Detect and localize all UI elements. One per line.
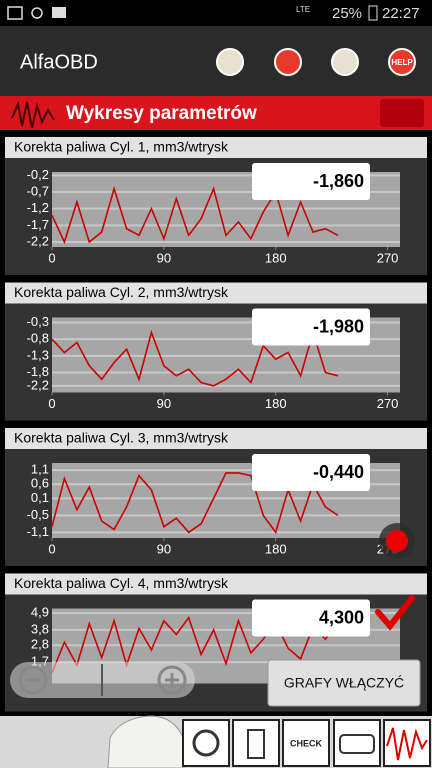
header-bar	[0, 96, 432, 130]
toolbar-icon[interactable]	[216, 48, 244, 76]
action-button[interactable]	[267, 659, 421, 707]
toolbar-icon[interactable]	[331, 48, 359, 76]
readout-value: -1,980	[313, 316, 364, 336]
header-button[interactable]	[380, 99, 424, 127]
x-tick-label: 90	[157, 396, 171, 411]
readout-value: 4,300	[319, 607, 364, 627]
status-bar	[0, 0, 432, 26]
y-tick-label: 4,9	[31, 605, 49, 620]
y-tick-label: 0,6	[31, 476, 49, 491]
chart-title-bar	[5, 428, 427, 449]
x-tick-label: 180	[265, 250, 287, 265]
record-dot	[386, 530, 408, 552]
toolbar-button[interactable]	[282, 719, 330, 767]
car-image	[107, 715, 185, 768]
battery-icon	[368, 5, 378, 21]
y-tick-label: -0,3	[27, 314, 49, 329]
readout-box	[252, 163, 370, 200]
zoom-in[interactable]	[157, 665, 187, 695]
y-tick-label: -0,2	[27, 167, 49, 182]
data-line	[51, 472, 339, 535]
toolbar-glyph	[386, 727, 428, 761]
header-title: Wykresy parametrów	[66, 103, 257, 124]
x-tick-label: 90	[157, 250, 171, 265]
zoom-out[interactable]	[18, 665, 48, 695]
readout-box	[252, 308, 370, 346]
readout-value: -1,860	[313, 171, 364, 191]
toolbar-glyph	[192, 729, 220, 757]
y-tick-label: -0,5	[27, 507, 49, 522]
battery-label: 25%	[332, 5, 362, 22]
toolbar-glyph	[247, 729, 265, 759]
y-tick-label: -1,2	[27, 200, 49, 215]
check-label: CHECK	[290, 738, 323, 748]
x-tick-label: 0	[48, 541, 55, 556]
x-tick-label: 0	[48, 396, 55, 411]
x-tick-label: 270	[377, 396, 399, 411]
y-tick-label: -1,7	[27, 217, 49, 232]
chart-title: Korekta paliwa Cyl. 2, mm3/wtrysk	[14, 284, 229, 300]
notif-icon	[31, 7, 43, 19]
y-tick-label: 1,1	[31, 462, 49, 477]
toolbar-button[interactable]	[232, 719, 280, 767]
readout-value: -0,440	[313, 462, 364, 482]
toolbar-button[interactable]	[182, 719, 230, 767]
chart-title-bar	[5, 282, 427, 304]
header-logo	[11, 100, 55, 129]
app-title: AlfaOBD	[20, 51, 98, 73]
x-tick-label: 180	[265, 396, 287, 411]
notif-icon	[7, 6, 23, 20]
help-label: HELP	[391, 58, 413, 67]
x-tick-label: 180	[265, 541, 287, 556]
data-line	[51, 185, 339, 245]
toolbar-icon[interactable]	[274, 48, 302, 76]
y-tick-label: -2,2	[27, 377, 49, 392]
check-mark[interactable]	[375, 595, 415, 631]
y-tick-label: -0,7	[27, 183, 49, 198]
network-label: LTE	[296, 5, 310, 14]
y-tick-label: -0,8	[27, 331, 49, 346]
x-tick-label: 270	[377, 250, 399, 265]
action-button-label: GRAFY WŁĄCZYĆ	[284, 675, 404, 691]
readout-box	[252, 454, 370, 491]
y-tick-label: -1,3	[27, 347, 49, 362]
app-bar	[0, 26, 432, 96]
chart-title: Korekta paliwa Cyl. 3, mm3/wtrysk	[14, 430, 229, 446]
y-tick-label: 0,1	[31, 490, 49, 505]
notif-icon	[52, 7, 66, 18]
x-tick-label: 0	[48, 250, 55, 265]
y-tick-label: -1,8	[27, 364, 49, 379]
readout-box	[252, 599, 370, 637]
y-tick-label: 2,8	[31, 637, 49, 652]
chart-title-bar	[5, 573, 427, 595]
y-tick-label: 3,8	[31, 621, 49, 636]
chart-title: Korekta paliwa Cyl. 4, mm3/wtrysk	[14, 575, 229, 591]
toolbar-glyph	[339, 734, 375, 754]
clock: 22:27	[382, 5, 420, 22]
chart-title-bar	[5, 137, 427, 158]
y-tick-label: -2,2	[27, 233, 49, 248]
help-icon[interactable]	[388, 48, 416, 76]
chart-title: Korekta paliwa Cyl. 1, mm3/wtrysk	[14, 139, 229, 155]
toolbar-button[interactable]	[333, 719, 381, 767]
x-tick-label: 90	[157, 541, 171, 556]
data-line	[51, 615, 339, 674]
data-line	[51, 329, 339, 387]
y-tick-label: -1,1	[27, 524, 49, 539]
